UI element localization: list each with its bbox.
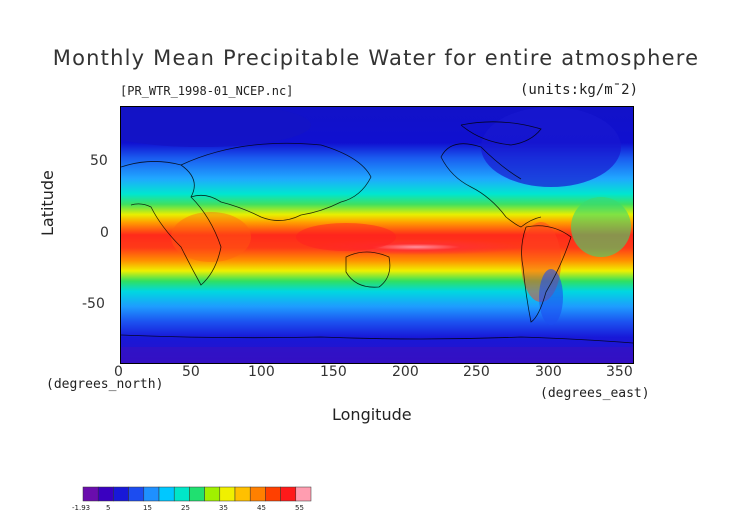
colorbar-svg	[82, 486, 312, 502]
y-tick-label: -50	[82, 296, 105, 312]
colorbar-cell	[82, 486, 99, 502]
y-tick-label: 0	[100, 225, 109, 241]
colorbar-cell	[143, 486, 160, 502]
colorbar-label: 45	[257, 504, 266, 512]
units-label: (units:kg/m¯2)	[520, 82, 639, 98]
colorbar-cell	[280, 486, 297, 502]
y-axis-unit: (degrees_north)	[46, 377, 164, 392]
colorbar-cell	[158, 486, 175, 502]
map-svg	[121, 107, 633, 363]
colorbar-label: -1.93	[72, 504, 91, 512]
colorbar-label: 5	[106, 504, 111, 512]
colorbar-cell	[113, 486, 129, 502]
x-tick-label: 250	[463, 364, 490, 380]
colorbar-cell	[234, 486, 251, 502]
coastlines	[121, 121, 633, 344]
x-axis-unit: (degrees_east)	[540, 386, 650, 401]
x-tick-label: 300	[535, 364, 562, 380]
x-axis-label: Longitude	[332, 405, 412, 424]
x-tick-label: 100	[248, 364, 275, 380]
x-tick-label: 200	[392, 364, 419, 380]
file-label: [PR_WTR_1998-01_NCEP.nc]	[120, 84, 294, 98]
colorbar-cell	[189, 486, 205, 502]
colorbar-cell	[219, 486, 236, 502]
colorbar-cell	[249, 486, 266, 502]
colorbar-cell	[265, 486, 281, 502]
colorbar-cell	[295, 486, 312, 502]
y-axis-label: Latitude	[38, 170, 57, 236]
x-tick-label: 50	[182, 364, 200, 380]
colorbar-cell	[204, 486, 221, 502]
colorbar-label: 25	[181, 504, 190, 512]
colorbar-label: 35	[219, 504, 228, 512]
colorbar-cell	[97, 486, 114, 502]
colorbar-label: 55	[295, 504, 304, 512]
colorbar-label: 15	[143, 504, 152, 512]
colorbar	[82, 486, 312, 506]
colorbar-cell	[173, 486, 190, 502]
colorbar-cell	[128, 486, 145, 502]
chart-title: Monthly Mean Precipitable Water for enti…	[52, 46, 700, 70]
x-tick-label: 150	[320, 364, 347, 380]
x-tick-label: 350	[606, 364, 633, 380]
y-tick-label: 50	[90, 153, 108, 169]
x-tick-label: 0	[114, 364, 123, 380]
precipitable-water-map	[120, 106, 634, 364]
